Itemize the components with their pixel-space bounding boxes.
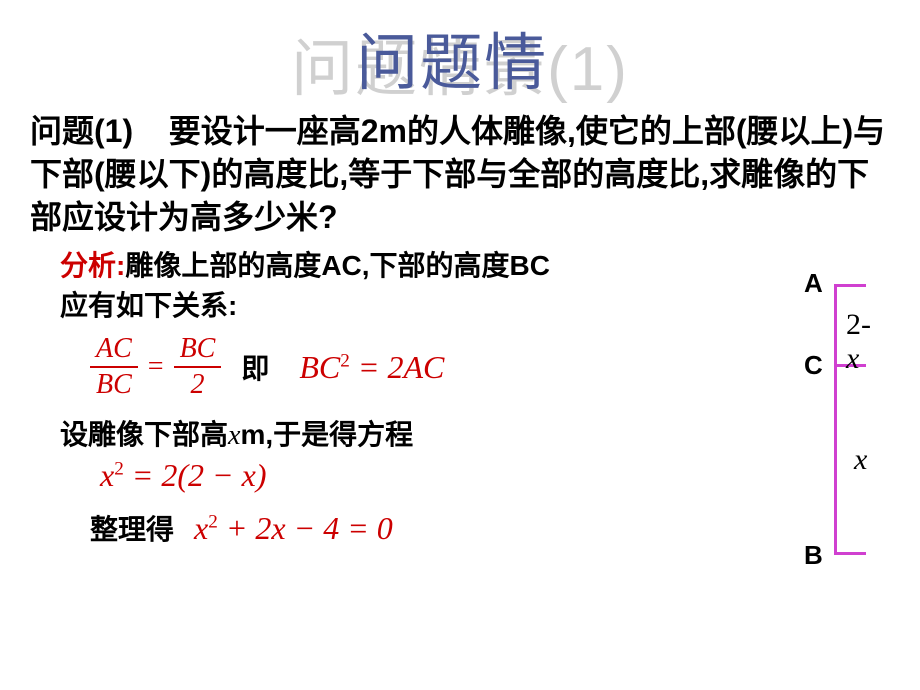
slide-title-area: 问题情景(1) 问题情 xyxy=(0,0,920,110)
final-lhs-base: x xyxy=(194,510,208,546)
connector-ji: 即 xyxy=(241,347,269,387)
title-main: 问题情 xyxy=(356,12,548,102)
tick-a xyxy=(834,284,866,287)
frac2-bar xyxy=(174,366,222,368)
problem-body: 要设计一座高2m的人体雕像,使它的上部(腰以上)与下部(腰以下)的高度比,等于下… xyxy=(30,113,885,235)
statue-diagram: A C B 2-x x xyxy=(784,278,884,568)
equation1-rhs: BC2 = 2AC xyxy=(299,349,444,386)
equation1-row: AC BC = BC 2 即 BC2 = 2AC xyxy=(90,334,890,402)
analysis-row: 分析:雕像上部的高度AC,下部的高度BC xyxy=(60,244,890,284)
final-lhs-exp: 2 xyxy=(208,512,218,533)
rhs-eq: = 2AC xyxy=(350,349,444,385)
final-label: 整理得 xyxy=(90,508,174,548)
diagram-main-line xyxy=(834,286,837,554)
frac1-den: BC xyxy=(90,370,138,401)
lower-segment-label: x xyxy=(854,443,867,477)
frac2-num: BC xyxy=(174,334,222,365)
final-rest: + 2x − 4 = 0 xyxy=(218,510,393,546)
point-a: A xyxy=(804,268,823,299)
eq2-rhs: = 2(2 − x) xyxy=(124,457,267,493)
upper-segment-label: 2-x xyxy=(846,308,884,376)
upper-prefix: 2- xyxy=(846,308,871,341)
analysis-line1: 雕像上部的高度AC,下部的高度BC xyxy=(125,250,550,281)
analysis-line2: 应有如下关系: xyxy=(60,284,890,324)
setup-suffix: m,于是得方程 xyxy=(240,419,413,450)
problem-label: 问题(1) xyxy=(30,113,133,149)
eq2-lhs-exp: 2 xyxy=(114,459,124,480)
frac2-den: 2 xyxy=(184,370,210,401)
fraction-bc-2: BC 2 xyxy=(174,334,222,402)
problem-text: 问题(1) 要设计一座高2m的人体雕像,使它的上部(腰以上)与下部(腰以下)的高… xyxy=(30,110,890,240)
setup-var: x xyxy=(228,420,240,451)
rhs-exp: 2 xyxy=(340,350,350,371)
eq2-lhs-base: x xyxy=(100,457,114,493)
lower-var: x xyxy=(854,443,867,476)
setup-prefix: 设雕像下部高 xyxy=(60,419,228,450)
analysis-label: 分析: xyxy=(60,250,125,281)
final-equation: x2 + 2x − 4 = 0 xyxy=(194,510,393,547)
point-b: B xyxy=(804,540,823,571)
content-area: 问题(1) 要设计一座高2m的人体雕像,使它的上部(腰以上)与下部(腰以下)的高… xyxy=(0,110,920,548)
fraction-ac-bc: AC BC xyxy=(90,334,138,402)
point-c: C xyxy=(804,350,823,381)
eq-sign-1: = xyxy=(148,351,164,383)
equation2: x2 = 2(2 − x) xyxy=(100,457,890,494)
frac1-num: AC xyxy=(90,334,138,365)
frac1-bar xyxy=(90,366,138,368)
upper-var: x xyxy=(846,342,859,375)
final-row: 整理得 x2 + 2x − 4 = 0 xyxy=(90,508,890,548)
rhs-base: BC xyxy=(299,349,340,385)
tick-b xyxy=(834,552,866,555)
setup-row: 设雕像下部高xm,于是得方程 xyxy=(60,413,890,453)
